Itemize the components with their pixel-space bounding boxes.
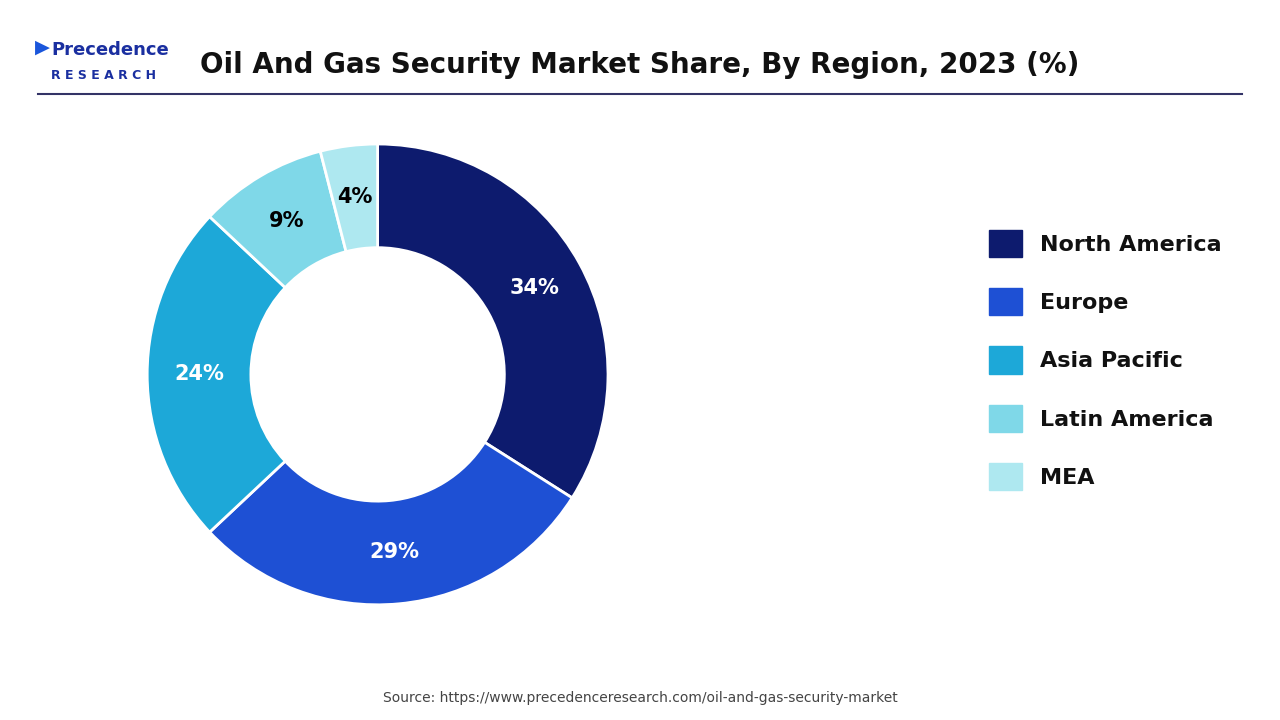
Wedge shape: [147, 217, 285, 532]
Wedge shape: [320, 144, 378, 252]
Text: 24%: 24%: [174, 364, 224, 384]
Wedge shape: [378, 144, 608, 498]
Text: 4%: 4%: [338, 187, 372, 207]
Text: ▶: ▶: [35, 37, 50, 56]
Text: 9%: 9%: [269, 211, 305, 230]
Text: Oil And Gas Security Market Share, By Region, 2023 (%): Oil And Gas Security Market Share, By Re…: [200, 51, 1080, 78]
Text: Precedence: Precedence: [51, 41, 169, 59]
Wedge shape: [210, 442, 572, 605]
Text: 34%: 34%: [509, 279, 559, 298]
Legend: North America, Europe, Asia Pacific, Latin America, MEA: North America, Europe, Asia Pacific, Lat…: [980, 221, 1230, 499]
Wedge shape: [210, 151, 346, 288]
Text: 29%: 29%: [370, 542, 420, 562]
Text: Source: https://www.precedenceresearch.com/oil-and-gas-security-market: Source: https://www.precedenceresearch.c…: [383, 691, 897, 706]
Text: R E S E A R C H: R E S E A R C H: [51, 69, 156, 82]
